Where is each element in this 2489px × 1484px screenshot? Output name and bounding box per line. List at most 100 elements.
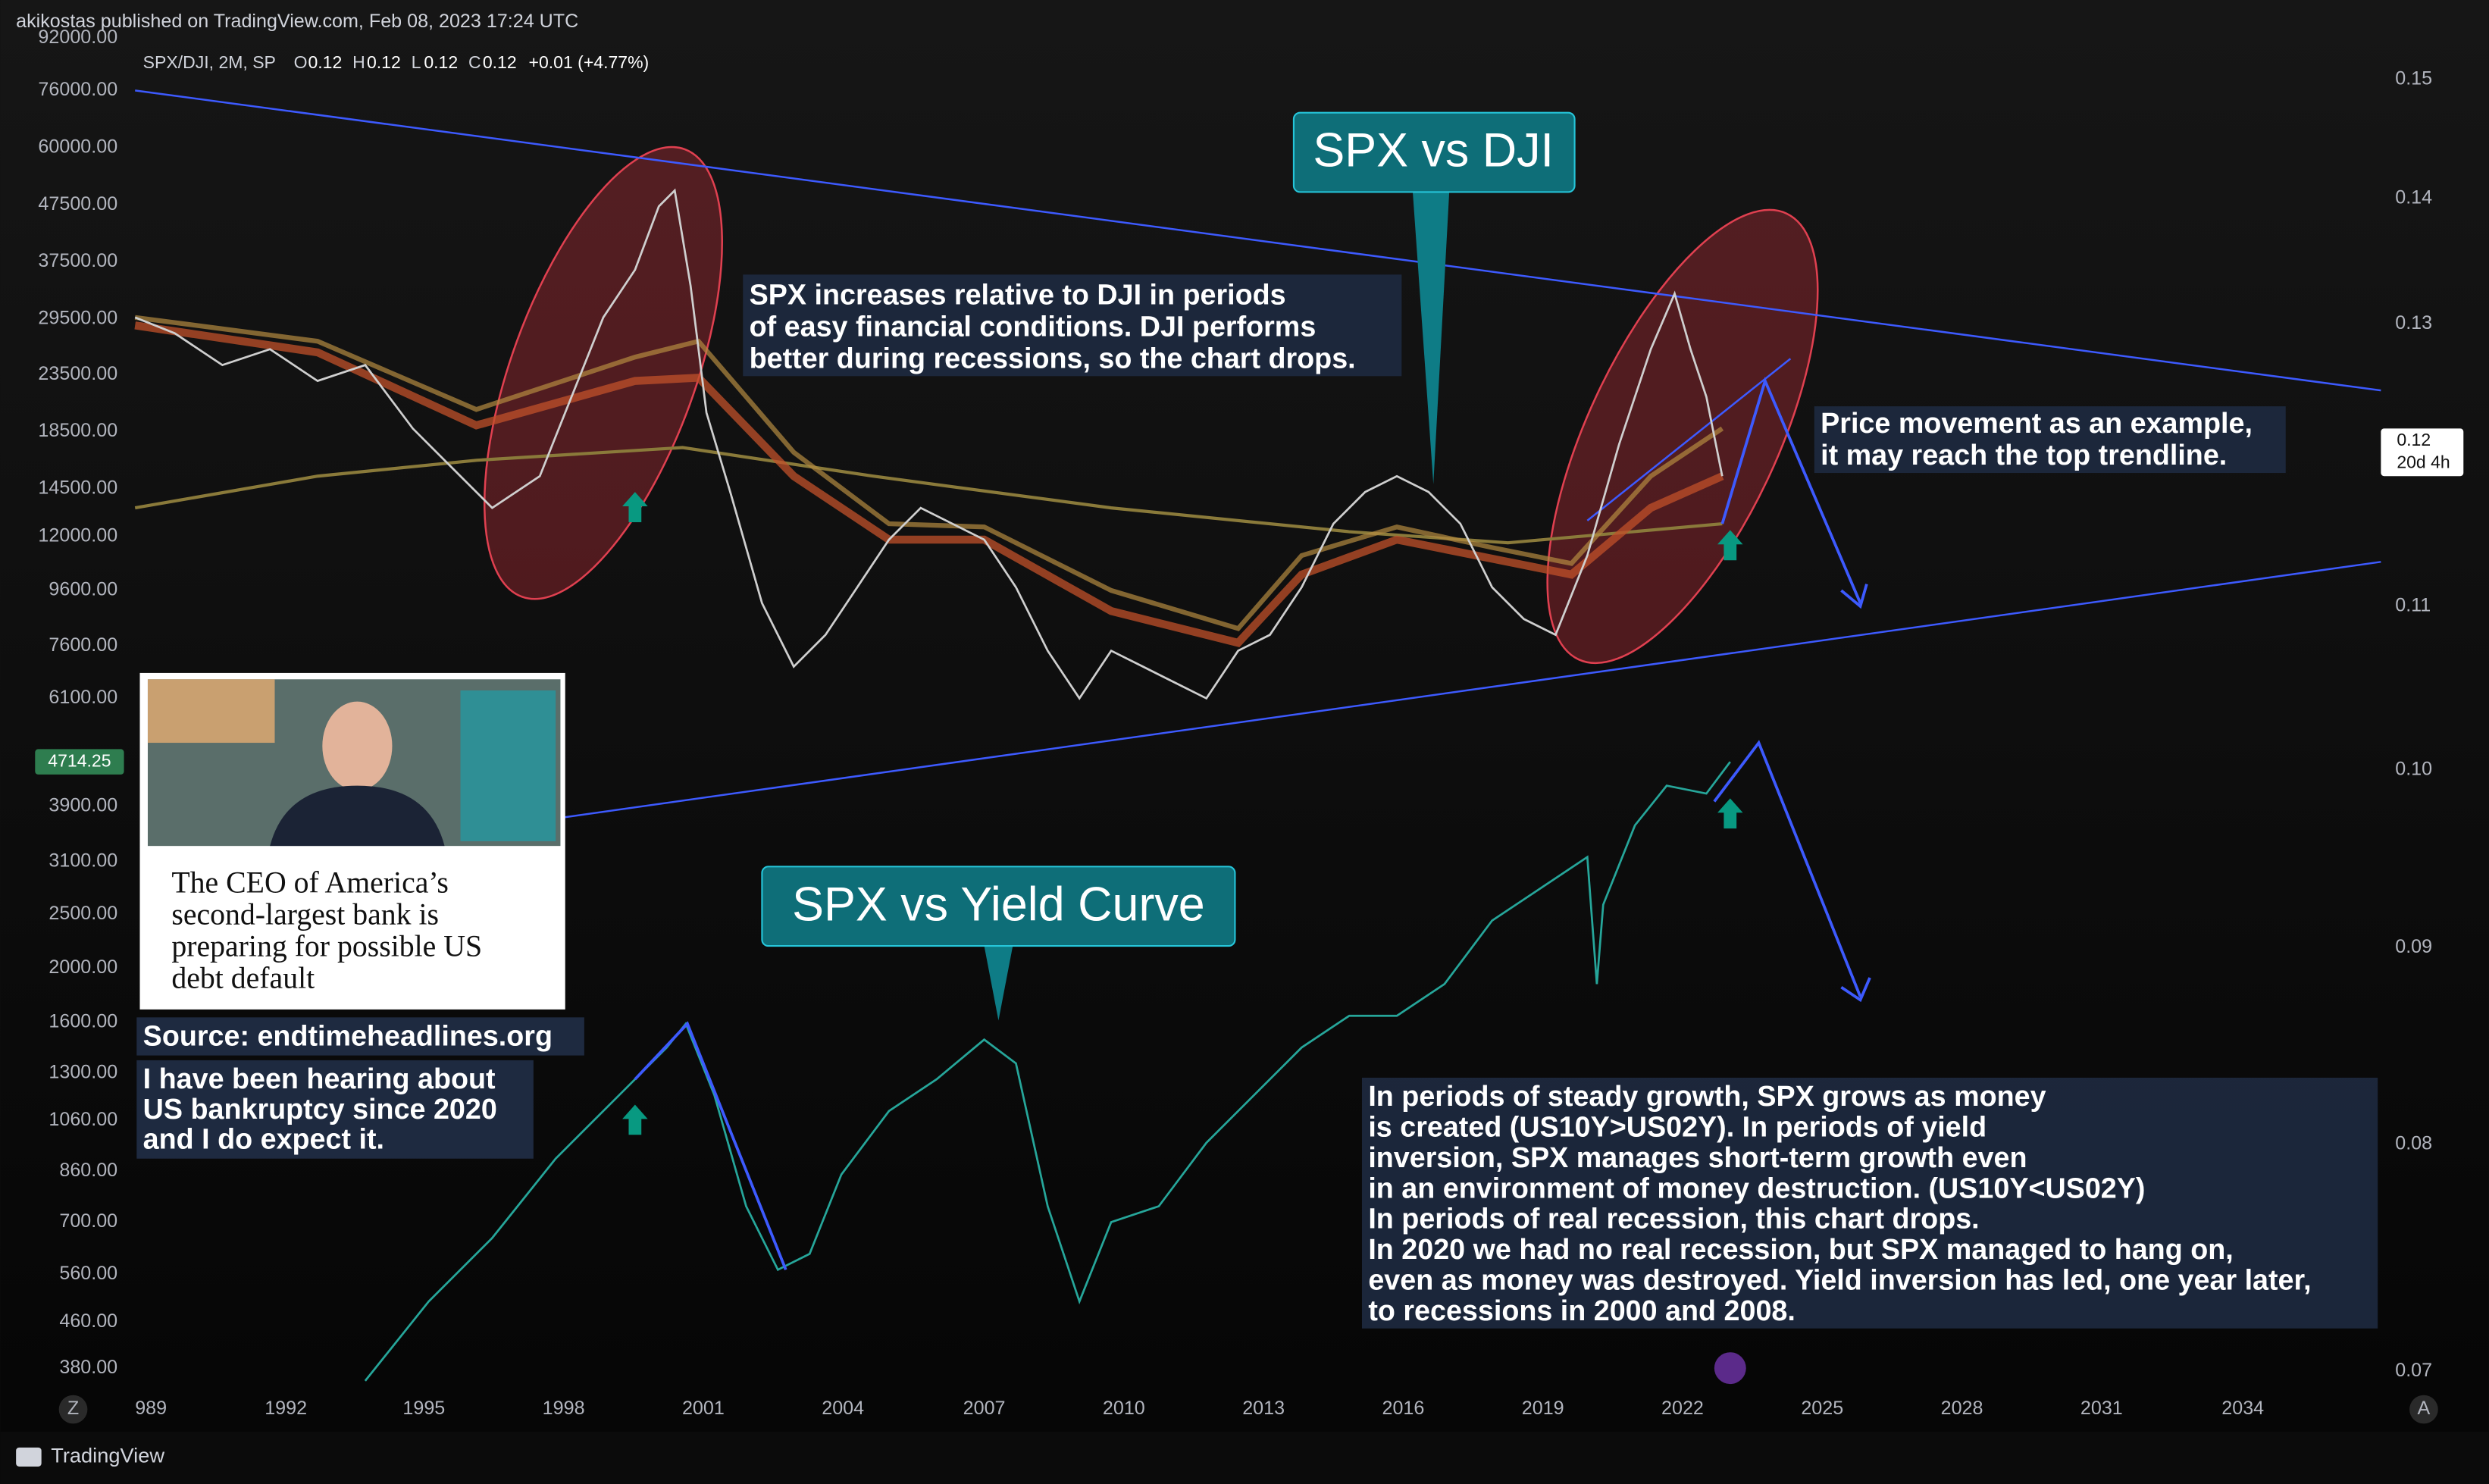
left-axis-label: 460.00 — [59, 1310, 117, 1332]
up-marker — [622, 1104, 648, 1135]
publisher: akikostas published on TradingView.com, … — [16, 11, 578, 32]
note-line: of easy financial conditions. DJI perfor… — [750, 310, 1317, 342]
arrow-head — [1840, 977, 1871, 1003]
time-axis-label: 2031 — [2080, 1398, 2123, 1419]
time-axis-label: 2028 — [1941, 1398, 1983, 1419]
left-axis-label: 14500.00 — [38, 477, 117, 499]
button[interactable] — [2409, 1395, 2438, 1424]
up-markers — [622, 492, 1743, 1135]
left-axis-label: 7600.00 — [49, 634, 117, 656]
l-label: L — [412, 52, 421, 72]
left-axis-label: 47500.00 — [38, 193, 117, 214]
time-axis-label: 2001 — [682, 1398, 725, 1419]
note-line: In 2020 we had no real recession, but SP… — [1368, 1233, 2233, 1265]
note-line: to recessions in 2000 and 2008. — [1368, 1295, 1796, 1326]
news-headline: preparing for possible US — [171, 929, 482, 963]
note-line: In periods of real recession, this chart… — [1368, 1203, 1979, 1235]
left-axis-label: 37500.00 — [38, 250, 117, 271]
symbol: SPX/DJI, 2M, SP — [143, 52, 276, 72]
time-axis-label: 1998 — [543, 1398, 585, 1419]
ratio-price-path — [134, 188, 1724, 700]
left-axis-label: 1300.00 — [49, 1061, 117, 1082]
callout-pointer — [984, 946, 1013, 1021]
callout-box — [1292, 111, 1576, 193]
right-axis-label: 0.14 — [2395, 186, 2432, 208]
time-axis-label: 1995 — [402, 1398, 445, 1419]
note-line: better during recessions, so the chart d… — [750, 342, 1356, 374]
callout-pointer — [1412, 192, 1450, 484]
event-icon[interactable] — [1714, 1352, 1746, 1385]
button[interactable] — [58, 1395, 88, 1424]
note-line: it may reach the top trendline. — [1821, 439, 2227, 471]
news-image-face — [322, 701, 393, 791]
news-headline: second-largest bank is — [171, 898, 439, 931]
time-axis-label: 2025 — [1801, 1398, 1843, 1419]
news-image-sign — [147, 679, 275, 744]
left-axis-label: 29500.00 — [38, 308, 117, 329]
right-axis-label: 0.13 — [2395, 312, 2432, 333]
up-marker — [622, 492, 648, 522]
time-axis-label: 2004 — [822, 1398, 864, 1419]
up-marker — [1717, 530, 1743, 561]
right-axis-label: 0.11 — [2395, 595, 2431, 616]
footer-bar — [0, 1431, 2489, 1484]
time-axis-label: 2034 — [2221, 1398, 2264, 1419]
news-headline: debt default — [171, 961, 315, 994]
note-box — [1361, 1077, 2378, 1329]
note-line: and I do expect it. — [143, 1123, 384, 1155]
time-axis-label: 2010 — [1103, 1398, 1145, 1419]
c-label: C — [468, 52, 481, 72]
left-axis-label: 1060.00 — [49, 1109, 117, 1130]
left-axis-label: 560.00 — [59, 1263, 117, 1284]
change: +0.01 (+4.77%) — [529, 52, 650, 72]
button-label[interactable]: Z — [67, 1398, 79, 1419]
o-label: O — [294, 52, 308, 72]
price-badge — [2381, 428, 2464, 477]
trendline — [135, 89, 2381, 392]
ohlc-legend: SPX/DJI, 2M, SP O 0.12 H 0.12 L 0.12 C 0… — [143, 52, 650, 72]
note-line: even as money was destroyed. Yield inver… — [1368, 1264, 2311, 1296]
o-value: 0.12 — [308, 52, 342, 72]
c-value: 0.12 — [483, 52, 517, 72]
left-axis-label: 60000.00 — [38, 136, 117, 157]
arrow — [1713, 740, 1862, 997]
price-badge-text: 4714.25 — [48, 750, 111, 770]
time-axis-label: 1992 — [265, 1398, 307, 1419]
right-axis-label: 0.07 — [2395, 1360, 2432, 1381]
highlight-ellipse — [1546, 208, 1819, 665]
left-axis-label: 2500.00 — [49, 903, 117, 924]
note-line: I have been hearing about — [143, 1063, 496, 1094]
left-axis-label: 1600.00 — [49, 1010, 117, 1032]
left-axis-label: 860.00 — [59, 1160, 117, 1181]
note-line: is created (US10Y>US02Y). In periods of … — [1368, 1110, 1987, 1142]
note: In periods of steady growth, SPX grows a… — [1368, 1080, 2311, 1326]
left-axis-label: 3100.00 — [49, 850, 117, 872]
left-axis-label: 6100.00 — [49, 687, 117, 708]
up-marker — [1717, 798, 1743, 829]
news-source: Source: endtimeheadlines.org — [143, 1020, 553, 1052]
time-axis-label: 2019 — [1522, 1398, 1564, 1419]
price-badge-text: 0.12 — [2397, 430, 2431, 449]
time-axis-label: 2022 — [1661, 1398, 1704, 1419]
note-box — [743, 274, 1402, 377]
note-line: in an environment of money destruction. … — [1368, 1172, 2145, 1204]
note-line: Price movement as an example, — [1821, 407, 2253, 439]
brand-logo — [16, 1447, 42, 1467]
left-axis-label: 700.00 — [59, 1210, 117, 1232]
left-axis-label: 92000.00 — [38, 27, 117, 48]
note-box — [1814, 406, 2286, 474]
button-label[interactable]: A — [2418, 1398, 2431, 1419]
arrow — [634, 1021, 787, 1270]
callout-text: SPX vs Yield Curve — [792, 878, 1205, 931]
right-axis-label: 0.08 — [2395, 1132, 2432, 1154]
h-label: H — [352, 52, 365, 72]
trendline — [563, 561, 2381, 819]
ma-band — [134, 321, 1724, 647]
left-axis-label: 23500.00 — [38, 363, 117, 384]
right-axis-label: 0.15 — [2395, 67, 2432, 89]
left-axis-label: 2000.00 — [49, 956, 117, 978]
ma-band — [134, 315, 1724, 631]
time-axis-label: 2007 — [963, 1398, 1006, 1419]
news-image-suit — [270, 785, 445, 847]
